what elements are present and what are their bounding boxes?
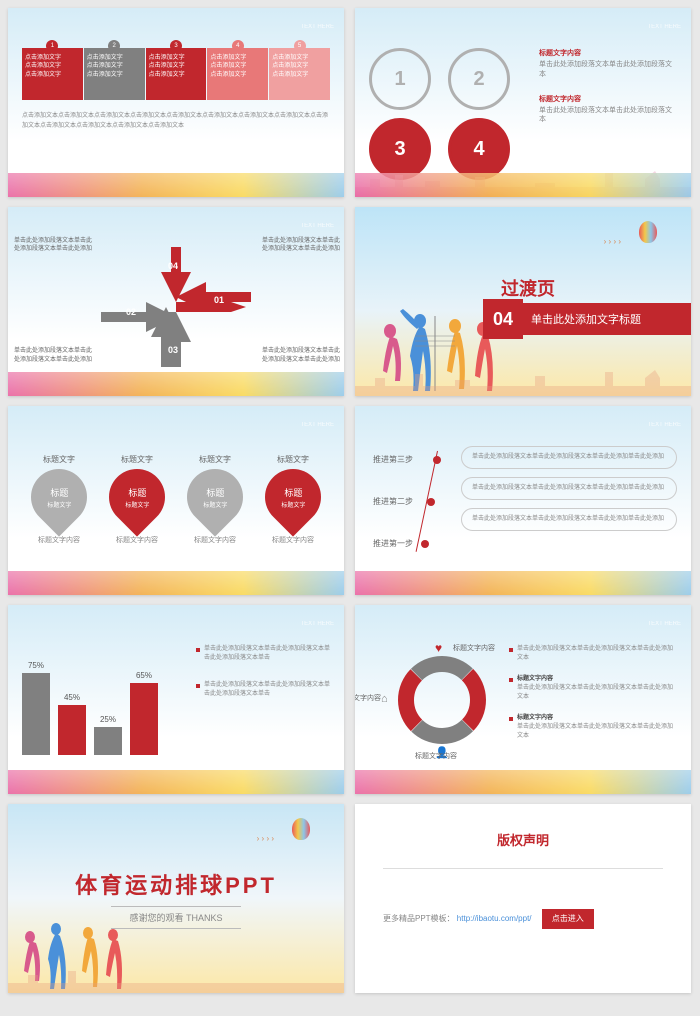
circle-text: 标题文字内容单击此处添加段落文本单击此处添加段落文本标题文字内容单击此处添加段落… xyxy=(539,48,677,161)
step-timeline: 推进第三步 推进第二步 推进第一步 xyxy=(369,446,449,559)
slide1-desc: 点击添加文本点击添加文本点击添加文本点击添加文本点击添加文本点击添加文本点击添加… xyxy=(22,112,330,131)
donut-chart: ♥ ⌂ 👤 标题文字内容 标题文字内容 标题文字内容 xyxy=(387,645,497,755)
heart-icon: ♥ xyxy=(435,641,442,655)
slide-4-transition: › › › › 过渡页 04 单击此处添加文字标题 xyxy=(355,207,691,396)
puzzle-piece: 2点击添加文字点击添加文字点击添加文字 xyxy=(84,48,145,100)
pin-item: 标题文字标题标题文字标题文字内容 xyxy=(180,454,250,545)
slide-7: 单击添加文字内容 LOGOTEXT HERE 75%45%25%65% 单击此处… xyxy=(8,605,344,794)
number-circle: 2 xyxy=(448,48,510,110)
balloon-icon xyxy=(639,221,657,243)
birds-icon: › › › › xyxy=(604,237,621,246)
donut-text: 单击此处添加段落文本单击此处添加段落文本单击此处添加文本标题文字内容单击此处添加… xyxy=(509,645,677,758)
enter-button[interactable]: 点击进入 xyxy=(542,909,594,929)
pin-item: 标题文字标题标题文字标题文字内容 xyxy=(258,454,328,545)
text-item: 单击此处添加段落文本单击此处添加段落文本单击此处添加文本 xyxy=(509,645,677,663)
balloon-icon xyxy=(292,818,310,840)
bar-text: 单击此处添加段落文本单击此处添加段落文本单击此处添加段落文本单击 单击此处添加段… xyxy=(196,645,330,758)
puzzle-piece: 4点击添加文字点击添加文字点击添加文字 xyxy=(207,48,268,100)
slide-5: 单击添加文字内容 LOGOTEXT HERE 标题文字标题标题文字标题文字内容标… xyxy=(8,406,344,595)
slide-2: 单击添加文字内容 LOGOTEXT HERE 1234 标题文字内容单击此处添加… xyxy=(355,8,691,197)
slide-10-copyright: 版权声明 更多精品PPT模板： http://ibaotu.com/ppt/ 点… xyxy=(355,804,691,993)
puzzle-piece: 5点击添加文字点击添加文字点击添加文字 xyxy=(269,48,330,100)
number-circle: 1 xyxy=(369,48,431,110)
text-item: 标题文字内容单击此处添加段落文本单击此处添加段落文本单击此处添加文本 xyxy=(509,675,677,702)
arrow-diagram: 01 04 03 02 xyxy=(86,247,266,367)
slide-8: 单击添加文字内容 LOGOTEXT HERE ♥ ⌂ 👤 标题文字内容 标题文字… xyxy=(355,605,691,794)
puzzle-row: 1点击添加文字点击添加文字点击添加文字2点击添加文字点击添加文字点击添加文字3点… xyxy=(22,48,330,100)
transition-banner: 过渡页 04 单击此处添加文字标题 xyxy=(491,275,691,325)
bar: 65% xyxy=(130,683,158,755)
template-link[interactable]: http://ibaotu.com/ppt/ xyxy=(457,914,532,923)
bar: 45% xyxy=(58,705,86,755)
circle-grid: 1234 xyxy=(369,48,519,161)
slide-1: 单击添加文字内容 LOGOTEXT HERE 1点击添加文字点击添加文字点击添加… xyxy=(8,8,344,197)
text-item: 标题文字内容单击此处添加段落文本单击此处添加段落文本单击此处添加文本 xyxy=(509,714,677,741)
puzzle-piece: 3点击添加文字点击添加文字点击添加文字 xyxy=(146,48,207,100)
slide-footer xyxy=(8,173,344,197)
pin-row: 标题文字标题标题文字标题文字内容标题文字标题标题文字标题文字内容标题文字标题标题… xyxy=(22,454,330,545)
birds-icon: › › › › xyxy=(257,834,274,843)
slide-6: 单击添加文字内容 LOGOTEXT HERE 推进第三步 推进第二步 推进第一步… xyxy=(355,406,691,595)
pin-item: 标题文字标题标题文字标题文字内容 xyxy=(102,454,172,545)
slide-grid: 单击添加文字内容 LOGOTEXT HERE 1点击添加文字点击添加文字点击添加… xyxy=(8,8,692,993)
text-item: 标题文字内容单击此处添加段落文本单击此处添加段落文本 xyxy=(539,94,677,126)
slide-content: 1点击添加文字点击添加文字点击添加文字2点击添加文字点击添加文字点击添加文字3点… xyxy=(8,36,344,173)
pin-item: 标题文字标题标题文字标题文字内容 xyxy=(24,454,94,545)
bar-chart: 75% 45% 25% 65% xyxy=(22,645,182,755)
bar: 75% xyxy=(22,673,50,755)
step-boxes: 单击此处添加段落文本单击此处添加段落文本单击此处添加单击此处添加 单击此处添加段… xyxy=(461,446,677,559)
slide-9-end: › › › › 体育运动排球PPT 感谢您的观看 THANKS xyxy=(8,804,344,993)
text-item: 标题文字内容单击此处添加段落文本单击此处添加段落文本 xyxy=(539,48,677,80)
slide-3: 单击添加文字内容 LOGOTEXT HERE 01 04 03 02 单击此处添… xyxy=(8,207,344,396)
bar: 25% xyxy=(94,727,122,755)
puzzle-piece: 1点击添加文字点击添加文字点击添加文字 xyxy=(22,48,83,100)
